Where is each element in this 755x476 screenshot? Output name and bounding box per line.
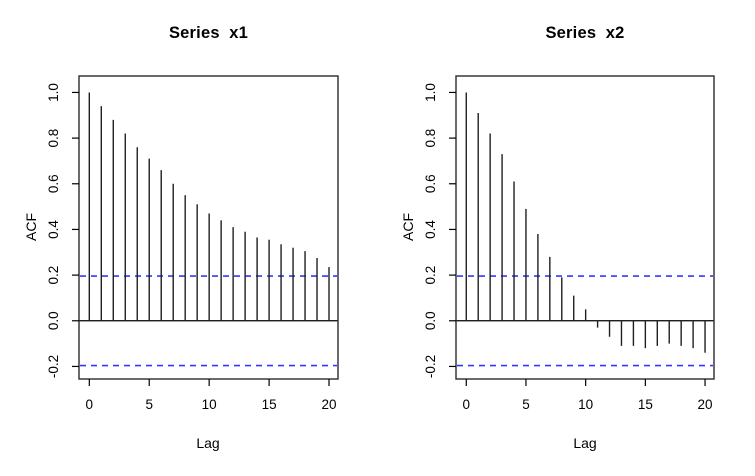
- y-tick-label: 0.8: [423, 129, 438, 148]
- x-axis-label-x2: Lag: [573, 435, 597, 451]
- x-tick-label: 15: [262, 397, 277, 412]
- y-tick-label: 0.4: [46, 220, 61, 239]
- panel-title-x2: Series x2: [545, 24, 625, 42]
- y-tick-label: 0.4: [423, 220, 438, 239]
- x-axis-label-x1: Lag: [196, 435, 220, 451]
- x-tick-label: 0: [463, 397, 471, 412]
- x-tick-label: 20: [698, 397, 713, 412]
- y-tick-label: -0.2: [423, 355, 438, 378]
- x-tick-label: 10: [578, 397, 593, 412]
- x-tick-label: 5: [145, 397, 153, 412]
- y-tick-label: 1.0: [46, 83, 61, 102]
- y-tick-label: 0.8: [46, 129, 61, 148]
- x-tick-label: 15: [638, 397, 653, 412]
- panel-title-x1: Series x1: [168, 24, 249, 42]
- y-tick-label: 0.6: [423, 174, 438, 193]
- y-tick-label: 0.2: [46, 266, 61, 285]
- x-tick-label: 20: [321, 397, 336, 412]
- x-tick-label: 10: [202, 397, 217, 412]
- y-tick-label: 1.0: [423, 83, 438, 102]
- x-tick-label: 0: [86, 397, 94, 412]
- y-tick-label: 0.0: [423, 311, 438, 330]
- plot-box: [455, 75, 715, 380]
- y-tick-label: -0.2: [46, 355, 61, 378]
- y-tick-label: 0.2: [423, 266, 438, 285]
- y-tick-label: 0.6: [46, 174, 61, 193]
- x-tick-label: 5: [522, 397, 530, 412]
- y-tick-label: 0.0: [46, 311, 61, 330]
- plot-box: [78, 75, 339, 380]
